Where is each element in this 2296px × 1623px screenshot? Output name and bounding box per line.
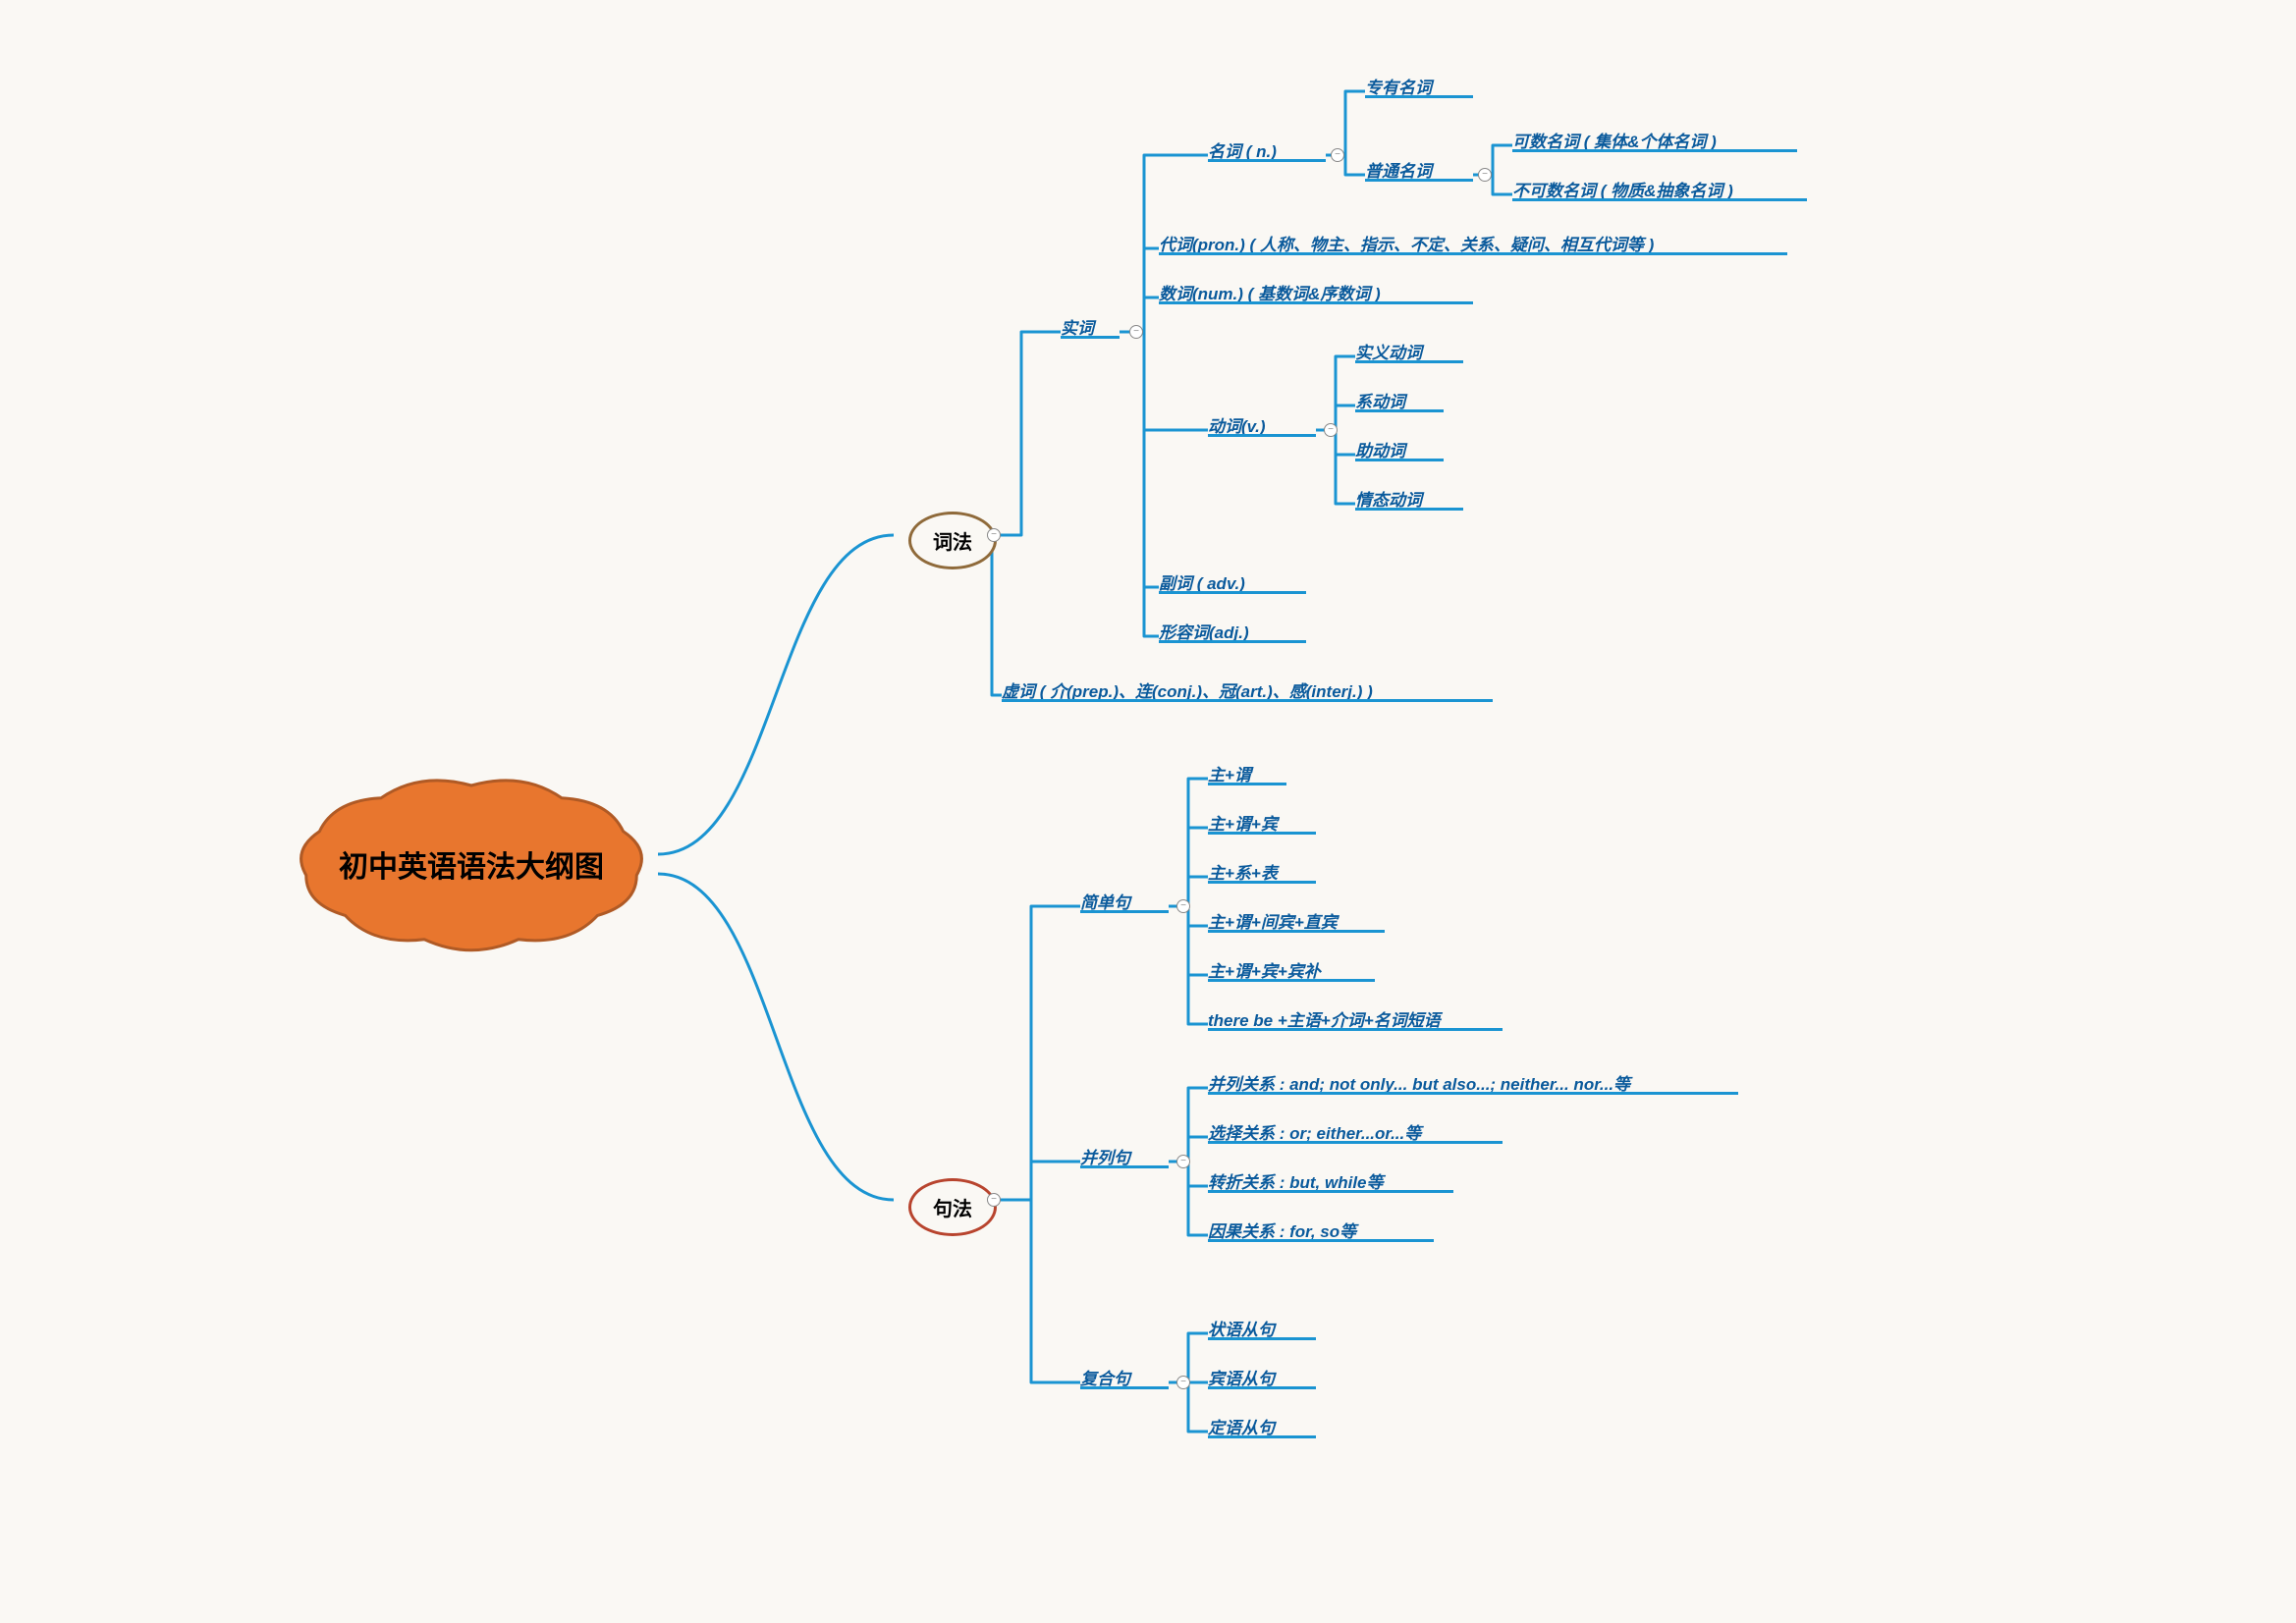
underline-svc <box>1208 881 1316 884</box>
underline-modal_verb <box>1355 508 1463 511</box>
underline-compound_sentence <box>1080 1165 1169 1168</box>
edge-14 <box>1316 356 1355 430</box>
collapse-toggle-7[interactable]: − <box>1176 1155 1190 1168</box>
underline-function_word <box>1002 699 1493 702</box>
underline-countable <box>1512 149 1797 152</box>
underline-adverb <box>1159 591 1306 594</box>
edge-2 <box>982 332 1061 535</box>
underline-notional_verb <box>1355 360 1463 363</box>
edge-30 <box>1169 1162 1208 1235</box>
collapse-toggle-5[interactable]: − <box>987 1193 1001 1207</box>
edge-9 <box>1120 332 1159 636</box>
subnode-syntax[interactable]: 句法 <box>908 1178 997 1236</box>
underline-notional <box>1061 336 1120 339</box>
collapse-toggle-2[interactable]: − <box>1331 148 1344 162</box>
edge-7 <box>1120 332 1208 430</box>
edge-33 <box>1169 1382 1208 1432</box>
underline-object_clause <box>1208 1386 1316 1389</box>
edge-17 <box>1316 430 1355 504</box>
collapse-toggle-4[interactable]: − <box>1324 423 1338 437</box>
edge-10 <box>1326 91 1365 155</box>
underline-noun <box>1208 159 1326 162</box>
underline-verb <box>1208 434 1316 437</box>
collapse-toggle-0[interactable]: − <box>987 528 1001 542</box>
edge-20 <box>982 1200 1080 1382</box>
underline-attributive_clause <box>1208 1435 1316 1438</box>
underline-adjective <box>1159 640 1306 643</box>
underline-adverbial_clause <box>1208 1337 1316 1340</box>
edge-31 <box>1169 1333 1208 1382</box>
edge-26 <box>1169 906 1208 1024</box>
collapse-toggle-6[interactable]: − <box>1176 899 1190 913</box>
underline-coord3 <box>1208 1190 1453 1193</box>
collapse-toggle-8[interactable]: − <box>1176 1376 1190 1389</box>
edge-22 <box>1169 828 1208 906</box>
underline-simple_sentence <box>1080 910 1169 913</box>
underline-therebe <box>1208 1028 1503 1031</box>
edge-0 <box>658 535 894 854</box>
underline-coord1 <box>1208 1092 1738 1095</box>
underline-svoc2 <box>1208 979 1375 982</box>
edge-21 <box>1169 779 1208 906</box>
edge-27 <box>1169 1088 1208 1162</box>
underline-linking_verb <box>1355 409 1444 412</box>
underline-svo <box>1208 832 1316 835</box>
underline-aux_verb <box>1355 459 1444 461</box>
edge-1 <box>658 874 894 1200</box>
underline-complex_sentence <box>1080 1386 1169 1389</box>
underline-sv <box>1208 783 1286 785</box>
underline-pronoun <box>1159 252 1787 255</box>
underline-coord2 <box>1208 1141 1503 1144</box>
underline-common_noun <box>1365 179 1473 182</box>
collapse-toggle-3[interactable]: − <box>1478 168 1492 182</box>
root-label: 初中英语语法大纲图 <box>285 842 658 886</box>
underline-proper_noun <box>1365 95 1473 98</box>
underline-uncountable <box>1512 198 1807 201</box>
subnode-vocab[interactable]: 词法 <box>908 512 997 569</box>
root-node[interactable]: 初中英语语法大纲图 <box>285 766 658 962</box>
underline-svoo <box>1208 930 1385 933</box>
underline-coord4 <box>1208 1239 1434 1242</box>
edge-5 <box>1120 248 1159 332</box>
edge-25 <box>1169 906 1208 975</box>
edge-8 <box>1120 332 1159 587</box>
underline-numeral <box>1159 301 1473 304</box>
edge-18 <box>982 906 1080 1200</box>
collapse-toggle-1[interactable]: − <box>1129 325 1143 339</box>
